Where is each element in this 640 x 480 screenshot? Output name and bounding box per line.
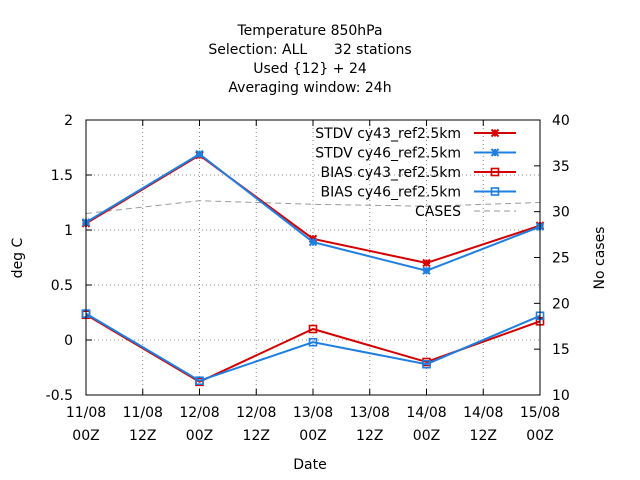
- y-tick-label: 2: [64, 113, 73, 129]
- series-3-point: [195, 376, 204, 386]
- series-line-0: [85, 153, 541, 265]
- y-tick-label: 1.5: [51, 168, 73, 184]
- y-tick-label: 0.5: [51, 278, 73, 294]
- y-axis-label: deg C: [10, 237, 26, 278]
- series-0-point-glyph: [422, 258, 431, 268]
- x-tick-label-date: 11/08: [123, 405, 163, 421]
- x-tick-label-hour: 00Z: [526, 428, 553, 444]
- series-0-point: [422, 258, 431, 268]
- y2-tick-label: 25: [552, 251, 570, 267]
- legend-label-2: BIAS cy43_ref2.5km: [321, 165, 461, 181]
- x-tick-label-date: 13/08: [350, 405, 390, 421]
- x-tick-label-date: 12/08: [179, 405, 219, 421]
- y-tick-label: -0.5: [46, 388, 73, 404]
- x-tick-label-date: 11/08: [66, 405, 106, 421]
- x-tick-label-hour: 00Z: [186, 428, 213, 444]
- axis-ticks: 11/08 00Z 11/08 12Z 12/08 00Z 12/08 12Z 13/08 00Z…: [46, 113, 570, 444]
- title-line-2: Selection: ALL 32 stations: [208, 42, 411, 58]
- y2-tick-label: 35: [552, 159, 570, 175]
- series-layer: [81, 149, 545, 387]
- cases-series: [85, 200, 541, 214]
- series-line-3: [85, 312, 541, 382]
- series-2-point: [308, 324, 318, 334]
- series-1-point: [195, 149, 204, 159]
- legend-marker-1-glyph: [490, 148, 500, 157]
- x-tick-label-date: 14/08: [463, 405, 503, 421]
- y2-tick-label: 20: [552, 296, 570, 312]
- title-line-1: Temperature 850hPa: [236, 23, 382, 39]
- y2-tick-label: 10: [552, 388, 570, 404]
- legend-marker-1: [490, 148, 500, 157]
- x-tick-label-hour: 12Z: [470, 428, 497, 444]
- x-tick-label-hour: 12Z: [356, 428, 383, 444]
- y2-axis-label: No cases: [592, 227, 608, 290]
- x-tick-label-date: 13/08: [293, 405, 333, 421]
- legend-label-0: STDV cy43_ref2.5km: [315, 126, 461, 142]
- x-tick-label-date: 14/08: [406, 405, 446, 421]
- legend-marker-2: [490, 167, 500, 177]
- legend-marker-3: [490, 187, 500, 196]
- x-axis-label: Date: [293, 457, 326, 473]
- series-1-point-glyph: [308, 237, 318, 247]
- x-tick-label-hour: 00Z: [413, 428, 440, 444]
- x-tick-label-hour: 12Z: [129, 428, 156, 444]
- legend-marker-0-glyph: [490, 128, 500, 138]
- x-tick-label-date: 12/08: [236, 405, 276, 421]
- series-3-point: [308, 337, 318, 347]
- legend-label-1: STDV cy46_ref2.5km: [315, 146, 461, 162]
- title-line-4: Averaging window: 24h: [228, 80, 391, 96]
- series-1-point-glyph: [195, 149, 204, 159]
- y-tick-label: 1: [64, 223, 73, 239]
- series-1-point-glyph: [422, 266, 431, 275]
- y2-tick-label: 30: [552, 205, 570, 221]
- y-tick-label: 0: [64, 333, 73, 349]
- y2-tick-label: 15: [552, 342, 570, 358]
- legend: STDV cy43_ref2.5km STDV cy46_ref2.5km BIAS…: [315, 126, 516, 220]
- series-line-4: [85, 200, 541, 214]
- series-1-point: [422, 266, 431, 275]
- legend-label-4: CASES: [415, 204, 461, 220]
- chart-title: Temperature 850hPa Selection: ALL 32 sta…: [208, 23, 411, 96]
- y2-tick-label: 40: [552, 113, 570, 129]
- series-1-point: [308, 237, 318, 247]
- x-tick-label-date: 15/08: [520, 405, 560, 421]
- title-line-3: Used {12} + 24: [253, 61, 367, 77]
- x-tick-label-hour: 12Z: [243, 428, 270, 444]
- series-3-point: [422, 359, 431, 369]
- legend-label-3: BIAS cy46_ref2.5km: [321, 185, 461, 201]
- x-tick-label-hour: 00Z: [299, 428, 326, 444]
- legend-marker-0: [490, 128, 500, 138]
- x-tick-label-hour: 00Z: [72, 428, 99, 444]
